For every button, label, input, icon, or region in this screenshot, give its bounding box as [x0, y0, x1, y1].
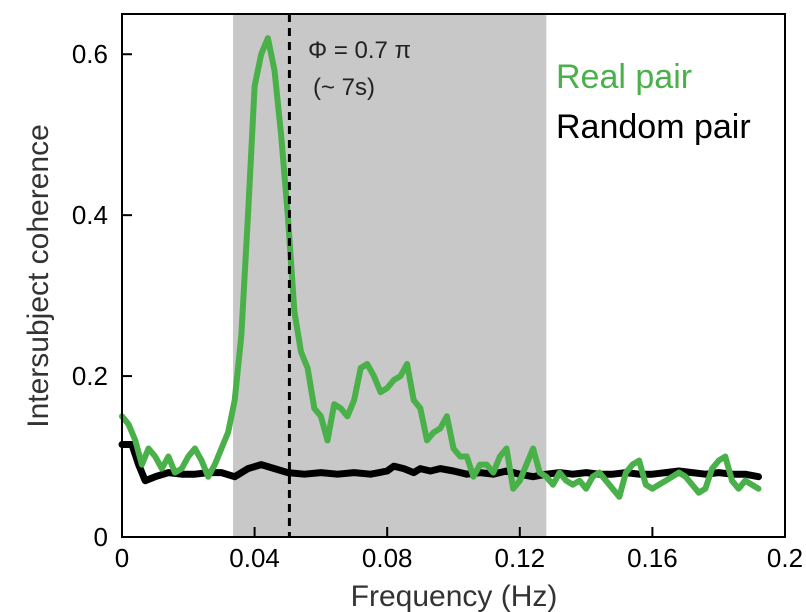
series-line-real-pair: [119, 35, 762, 500]
y-axis-title: Intersubject coherence: [22, 124, 55, 428]
plot-frame: [121, 13, 786, 538]
annotation-phase: Φ = 0.7 π: [308, 37, 411, 64]
x-tick-label: 0.08: [362, 543, 413, 573]
x-tick-label: 0.16: [627, 543, 678, 573]
y-tick-label: 0.6: [72, 39, 108, 69]
ticks-layer: 0 0.04 0.08 0.12 0.16 0.2 0 0.2 0.4 0.6: [72, 39, 803, 573]
y-tick-label: 0.4: [72, 200, 108, 230]
frequency-band-shading: [233, 14, 547, 537]
annotation-period: (~ 7s): [313, 74, 375, 101]
x-axis-title: Frequency (Hz): [351, 580, 558, 612]
series-layer: [118, 35, 762, 500]
legend-real-pair: Real pair: [556, 58, 692, 96]
y-tick-label: 0: [94, 522, 108, 552]
x-tick-label: 0.12: [494, 543, 545, 573]
y-tick-label: 0.2: [72, 361, 108, 391]
x-tick-label: 0: [115, 543, 129, 573]
legend-random-pair: Random pair: [556, 108, 751, 146]
x-tick-label: 0.04: [229, 543, 280, 573]
x-tick-label: 0.2: [767, 543, 803, 573]
